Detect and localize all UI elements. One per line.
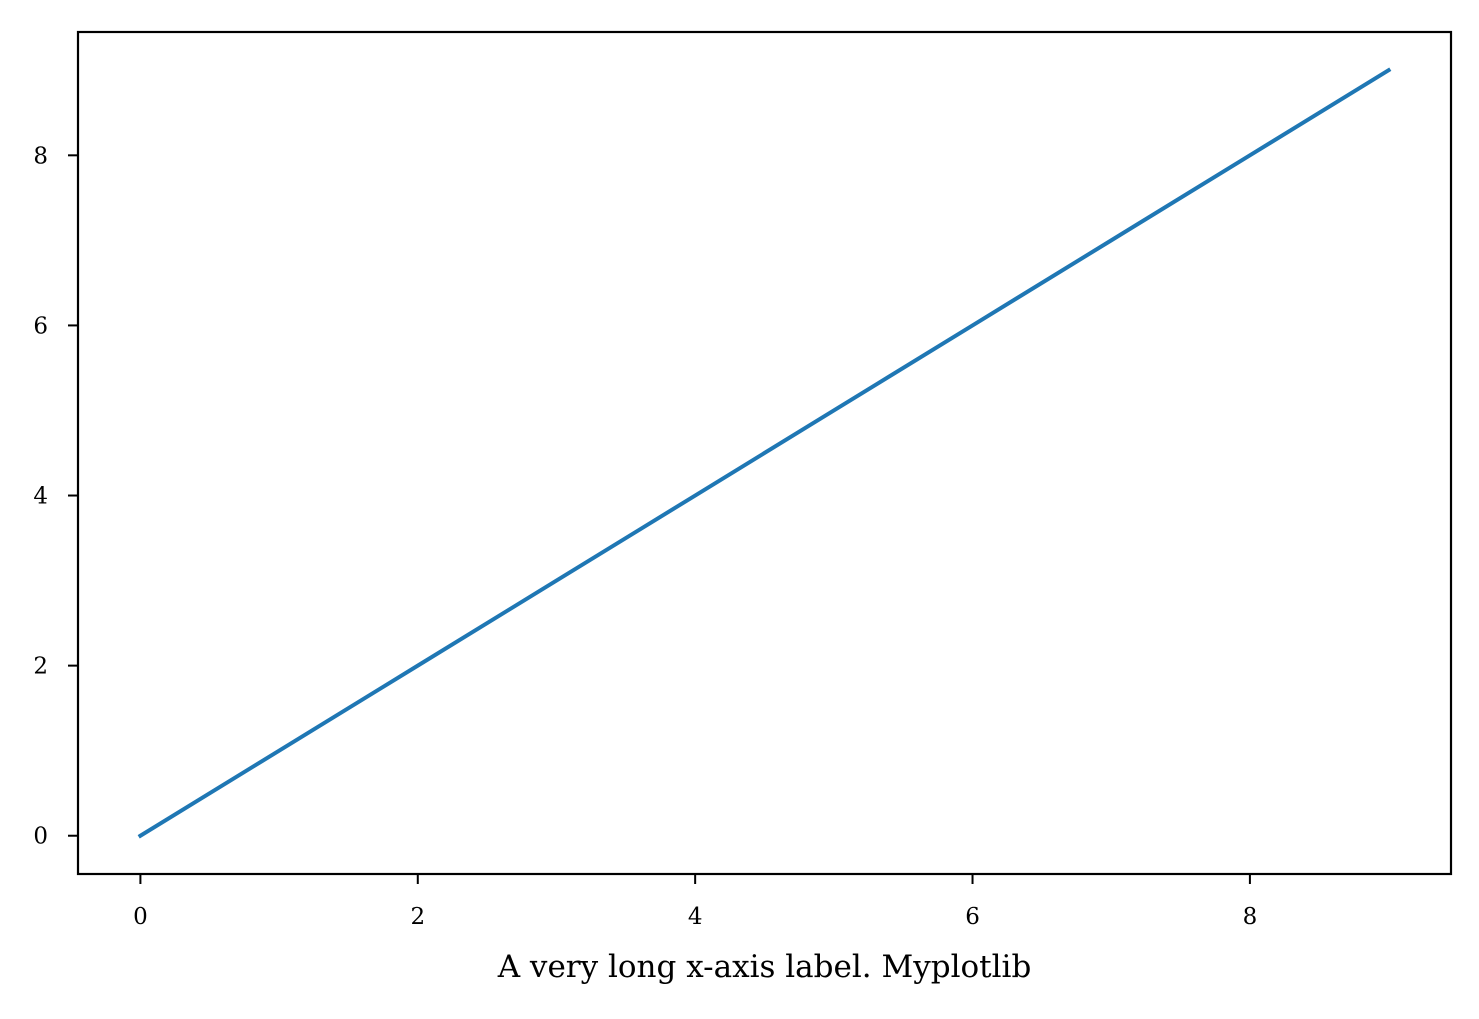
x-tick-label: 2 [410,904,425,930]
y-tick-label: 2 [33,654,48,680]
x-tick-label: 8 [1243,904,1258,930]
x-tick-label: 6 [965,904,980,930]
y-tick-label: 4 [33,484,48,510]
y-tick-label: 8 [33,143,48,169]
x-axis-title: A very long x-axis label. Myplotlib [497,949,1032,985]
y-tick-label: 6 [33,313,48,339]
y-axis: 0 2 4 6 8 [33,143,78,850]
plot-frame [76,30,1453,876]
x-axis: 0 2 4 6 8 [133,874,1257,930]
x-tick-label: 0 [133,904,148,930]
y-tick-label: 0 [33,824,48,850]
series-line [137,67,1392,839]
x-tick-label: 4 [688,904,703,930]
